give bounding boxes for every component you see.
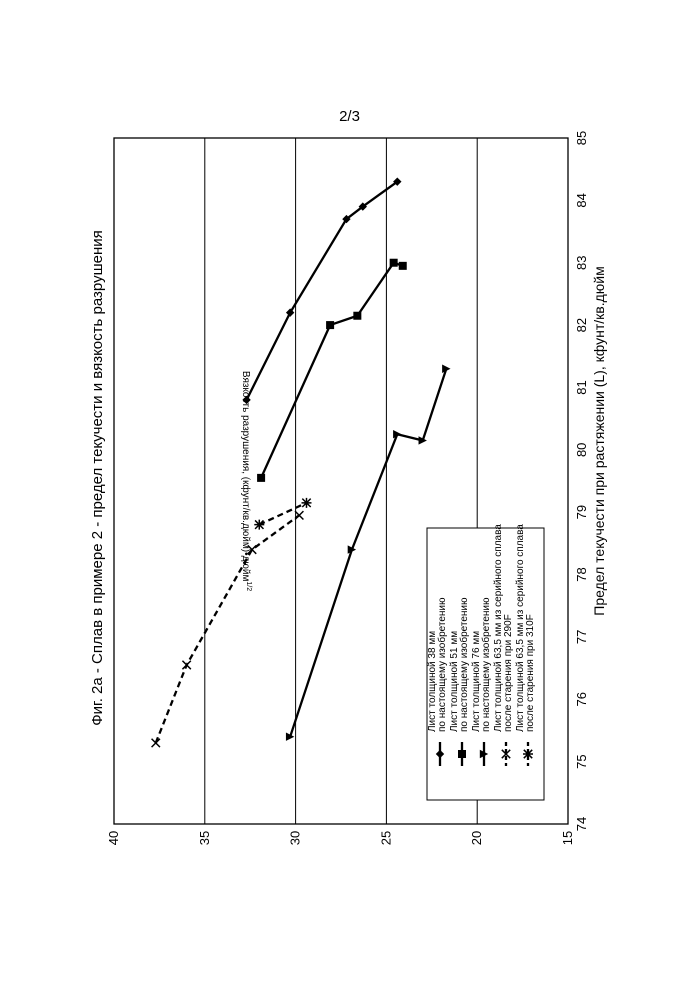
y-tick-label: 20: [469, 831, 484, 845]
y-tick-label: 40: [106, 831, 121, 845]
square-marker: [458, 750, 466, 758]
x-tick-label: 81: [574, 380, 589, 394]
data-point: [301, 498, 311, 508]
y-tick-label: 25: [378, 831, 393, 845]
series-3: [286, 365, 451, 741]
x-tick-label: 78: [574, 567, 589, 581]
legend-label: по настоящему изобретению: [436, 597, 448, 732]
series-line: [156, 515, 299, 743]
series-line: [261, 263, 403, 478]
legend-label: после старения при 290F: [503, 614, 514, 732]
legend-label: по настоящему изобретению: [480, 597, 492, 732]
x-marker: [295, 511, 303, 519]
legend-label: после старения при 310F: [525, 614, 536, 732]
legend: Лист толщиной 38 ммпо настоящему изобрет…: [427, 524, 544, 800]
series-line: [290, 369, 446, 737]
series-4: [152, 511, 304, 747]
x-tick-label: 75: [574, 754, 589, 768]
data-point: [326, 321, 334, 329]
asterisk-marker: [254, 520, 264, 530]
data-point: [390, 259, 398, 267]
x-axis-label: Предел текучести при растяжении (L), кфу…: [591, 266, 607, 615]
data-point: [353, 312, 361, 320]
x-tick-labels: 74 75 76 77 78 79 80 81 82 83 84 85: [574, 131, 589, 831]
data-point: [458, 750, 466, 758]
series-1: [242, 177, 401, 404]
series-group: [152, 177, 451, 747]
y-tick-labels: 15 20 25 30 35 40: [106, 831, 575, 845]
data-point: [254, 520, 264, 530]
series-2: [257, 259, 407, 482]
data-point: [295, 511, 303, 519]
square-marker: [390, 259, 398, 267]
x-tick-label: 77: [574, 630, 589, 644]
chart-title: Фиг. 2а - Сплав в примере 2 - предел тек…: [89, 230, 106, 725]
asterisk-marker: [523, 749, 533, 759]
square-marker: [257, 474, 265, 482]
x-tick-label: 80: [574, 443, 589, 457]
x-tick-label: 76: [574, 692, 589, 706]
data-point: [399, 262, 407, 270]
data-point: [523, 749, 533, 759]
x-tick-label: 84: [574, 193, 589, 207]
y-axis-label-sup: 1/2: [245, 581, 252, 591]
square-marker: [353, 312, 361, 320]
y-axis-label-main: Вязкость разрушения, (кфунт/кв.дюйм)•дюй…: [240, 371, 252, 582]
x-tick-label: 82: [574, 318, 589, 332]
series-5: [254, 498, 311, 530]
data-point: [257, 474, 265, 482]
x-tick-label: 83: [574, 255, 589, 269]
x-tick-label: 79: [574, 505, 589, 519]
legend-label: по настоящему изобретению: [458, 597, 470, 732]
square-marker: [399, 262, 407, 270]
x-tick-label: 85: [574, 131, 589, 145]
asterisk-marker: [301, 498, 311, 508]
x-tick-label: 74: [574, 817, 589, 831]
y-tick-label: 30: [288, 831, 303, 845]
y-axis-label: Вязкость разрушения, (кфунт/кв.дюйм)•дюй…: [240, 371, 252, 591]
square-marker: [326, 321, 334, 329]
series-line: [259, 503, 306, 525]
y-tick-label: 35: [197, 831, 212, 845]
y-tick-label: 15: [560, 831, 575, 845]
